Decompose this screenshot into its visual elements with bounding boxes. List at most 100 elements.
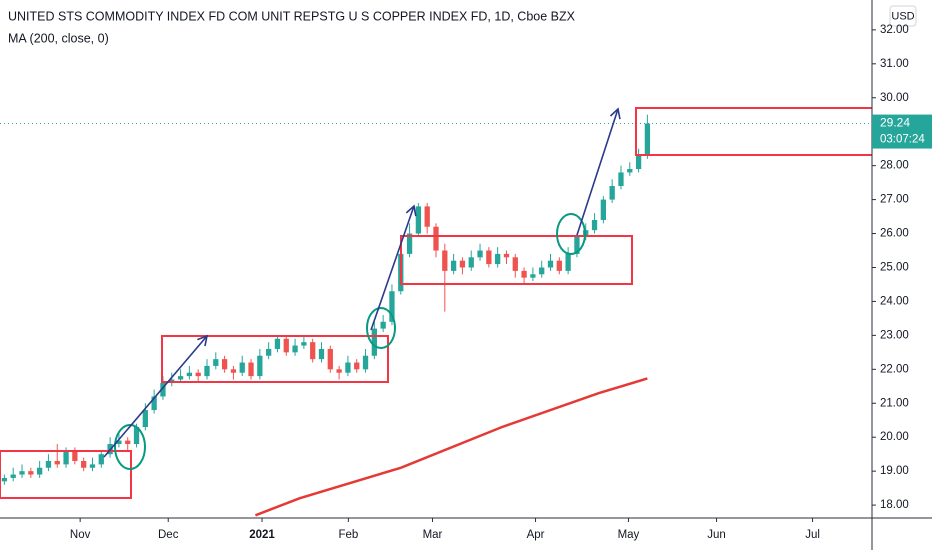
candle-body bbox=[354, 362, 360, 370]
candle-body bbox=[635, 155, 642, 170]
candle-body bbox=[72, 450, 78, 461]
candle-body bbox=[186, 372, 193, 377]
symbol-title: UNITED STS COMMODITY INDEX FD COM UNIT R… bbox=[8, 9, 576, 23]
candle-body bbox=[468, 257, 474, 268]
candle-body bbox=[327, 348, 333, 370]
candle-body bbox=[318, 348, 325, 360]
candle-body bbox=[151, 396, 157, 411]
x-tick-label: Nov bbox=[70, 529, 91, 541]
trend-arrow bbox=[103, 334, 209, 458]
candle-body bbox=[19, 471, 25, 475]
candle-body bbox=[230, 369, 237, 373]
candle-body bbox=[442, 250, 448, 271]
candle-body bbox=[221, 359, 228, 370]
y-tick-label: 20.00 bbox=[880, 431, 909, 443]
candle-body bbox=[36, 467, 43, 475]
candle-body bbox=[424, 206, 430, 227]
candle-body bbox=[600, 199, 606, 220]
candle-body bbox=[362, 355, 369, 370]
candle-body bbox=[266, 348, 272, 356]
candle-body bbox=[204, 365, 210, 377]
candle-body bbox=[415, 206, 422, 234]
last-price-badge bbox=[872, 114, 932, 149]
countdown-label: 03:07:24 bbox=[880, 134, 925, 146]
candle-body bbox=[389, 291, 395, 322]
candle-body bbox=[177, 376, 184, 380]
candle-body bbox=[274, 338, 281, 349]
range-box bbox=[635, 107, 877, 156]
x-tick-label: Jul bbox=[805, 529, 820, 541]
candle-body bbox=[433, 226, 439, 251]
candle-body bbox=[521, 270, 527, 278]
candle-body bbox=[195, 372, 201, 377]
range-box bbox=[161, 335, 389, 383]
candle-body bbox=[371, 328, 377, 356]
candle-body bbox=[503, 253, 510, 258]
trend-arrow bbox=[576, 107, 621, 236]
candle-body bbox=[609, 186, 615, 200]
y-tick-label: 21.00 bbox=[880, 397, 909, 409]
x-tick-label: Mar bbox=[423, 529, 443, 541]
y-tick-label: 31.00 bbox=[880, 58, 909, 70]
candle-body bbox=[530, 274, 536, 278]
currency[interactable]: USD bbox=[891, 10, 914, 22]
candle-body bbox=[63, 450, 69, 465]
candle-body bbox=[1, 477, 8, 482]
currency-badge[interactable] bbox=[889, 5, 917, 27]
x-tick-label: Jun bbox=[707, 529, 726, 541]
candle-body bbox=[125, 440, 131, 444]
range-box bbox=[400, 235, 633, 285]
candle-body bbox=[10, 474, 16, 478]
candle-body bbox=[283, 338, 289, 353]
candle-body bbox=[116, 440, 122, 444]
x-tick-label: May bbox=[618, 529, 640, 541]
candle-body bbox=[459, 260, 466, 268]
candle-body bbox=[28, 471, 34, 475]
price-scale bbox=[872, 0, 932, 550]
y-tick-label: 28.00 bbox=[880, 160, 909, 172]
range-box bbox=[0, 450, 132, 499]
y-tick-label: 26.00 bbox=[880, 228, 909, 240]
candle-body bbox=[81, 460, 87, 468]
breakout-circle bbox=[366, 307, 396, 349]
candle-body bbox=[54, 460, 60, 465]
y-tick-label: 23.00 bbox=[880, 329, 909, 341]
last-price-label: 29.24 bbox=[880, 116, 910, 130]
y-tick-label: 25.00 bbox=[880, 262, 909, 274]
candle-body bbox=[248, 362, 254, 377]
ma-line bbox=[254, 377, 648, 517]
indicator-label[interactable]: MA (200, close, 0) bbox=[8, 31, 109, 45]
candle-body bbox=[512, 257, 518, 271]
drawings bbox=[0, 107, 877, 499]
candle-body bbox=[98, 454, 104, 465]
candle-body bbox=[539, 267, 545, 275]
candle-body bbox=[627, 169, 633, 173]
trend-arrow bbox=[370, 204, 417, 331]
candle-body bbox=[45, 460, 52, 468]
candle-body bbox=[618, 172, 624, 187]
candle-body bbox=[591, 219, 598, 231]
candle-body bbox=[556, 260, 562, 271]
y-tick-label: 18.00 bbox=[880, 499, 909, 511]
y-tick-label: 32.00 bbox=[880, 24, 909, 36]
candle-body bbox=[574, 236, 580, 254]
candle-body bbox=[213, 359, 219, 366]
candle-body bbox=[486, 250, 492, 265]
x-tick-label: Feb bbox=[338, 529, 358, 541]
breakout-circle bbox=[556, 213, 586, 255]
candle-body bbox=[89, 464, 96, 468]
candle-body bbox=[450, 260, 457, 271]
y-tick-label: 24.00 bbox=[880, 295, 909, 307]
axes: 18.00 19.00 20.00 21.00 22.00 23.00 24.00 25.00… bbox=[70, 24, 932, 541]
candle-body bbox=[345, 362, 351, 373]
candle-body bbox=[644, 123, 651, 156]
breakout-circle bbox=[114, 424, 146, 470]
candle-body bbox=[495, 253, 501, 265]
y-tick-label: 22.00 bbox=[880, 363, 909, 375]
y-tick-label: 19.00 bbox=[880, 465, 909, 477]
candle-body bbox=[142, 410, 148, 428]
candle-body bbox=[477, 250, 483, 258]
candle-body bbox=[133, 427, 140, 444]
candle-body bbox=[310, 342, 316, 360]
